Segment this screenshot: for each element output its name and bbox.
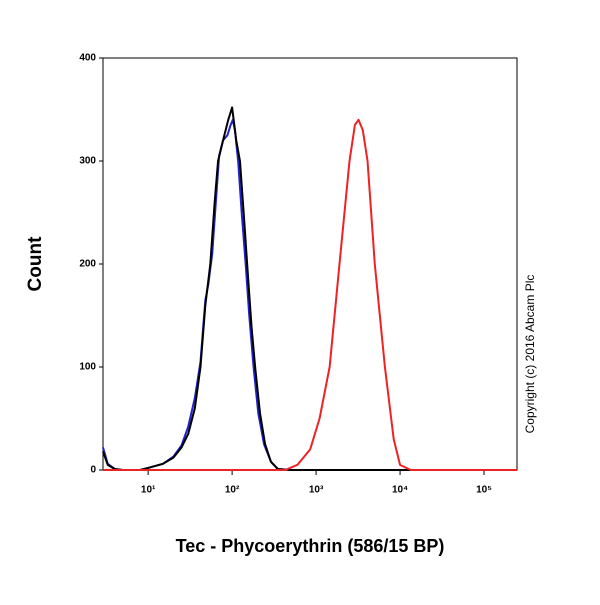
histogram-line: [102, 118, 517, 471]
y-axis-label: Count: [25, 236, 46, 292]
x-tick-label: 10³: [309, 485, 324, 496]
x-tick-label: 10¹: [141, 485, 156, 496]
x-tick-label: 10⁴: [392, 485, 408, 496]
x-axis-label: Tec - Phycoerythrin (586/15 BP): [176, 536, 445, 556]
x-tick-label: 10⁵: [476, 485, 492, 496]
y-tick-label: 300: [79, 156, 96, 167]
y-tick-label: 200: [79, 259, 96, 270]
plot-frame: [102, 57, 518, 471]
y-tick-label: 0: [90, 465, 96, 476]
y-tick-label: 400: [79, 53, 96, 64]
x-tick-label: 10²: [225, 485, 240, 496]
copyright: Copyright (c) 2016 Abcam Plc: [523, 275, 537, 434]
y-tick-label: 100: [79, 362, 96, 373]
histogram-line: [102, 106, 517, 471]
histogram-line: [103, 118, 517, 471]
